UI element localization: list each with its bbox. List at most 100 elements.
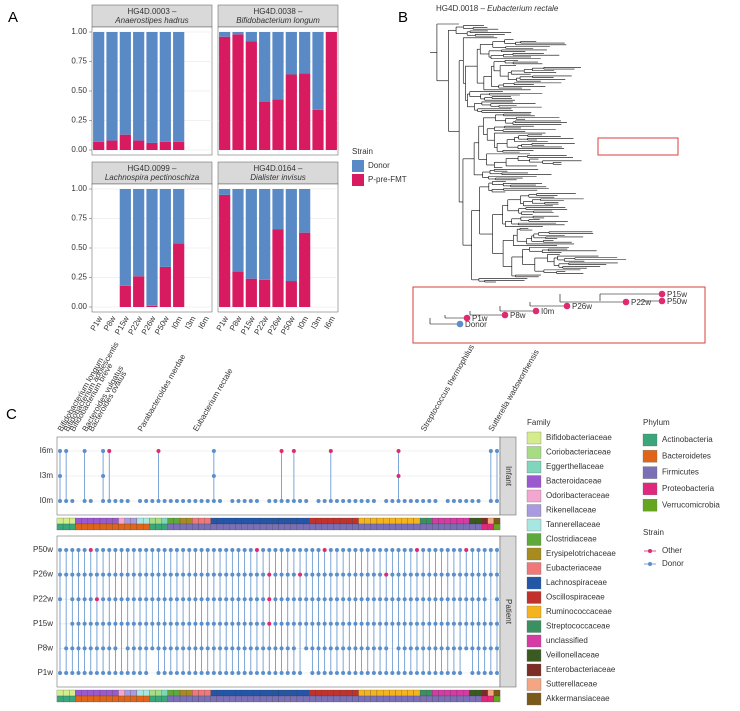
phylum-cell [413,523,421,531]
strain-dot [156,621,161,626]
strain-dot [144,499,149,503]
bar-segment [146,305,158,307]
family-cell [370,689,378,697]
phylum-cell [272,695,279,703]
phylum-cell [229,523,236,531]
strain-dot [119,597,124,602]
legend-label: Erysipelotrichaceae [546,549,616,558]
strain-dot [347,548,352,552]
strain-dot [390,621,395,626]
strain-dot [334,671,339,675]
family-cell [210,689,218,697]
strain-dot [334,548,339,552]
strain-dot [371,621,376,626]
phylum-cell [204,523,211,531]
family-cell [327,689,334,697]
strain-dot [273,597,278,602]
bar-segment [173,32,185,142]
strain-dot [205,572,210,577]
strain-dot [242,646,247,651]
strain-dot [273,548,278,552]
strain-dot [285,499,290,503]
family-cell [210,517,218,525]
strain-dot [211,499,216,503]
phylum-cell [358,523,365,531]
strain-dot [451,621,456,626]
strain-dot [384,646,389,651]
strain-dot [94,646,99,651]
legend-swatch [526,475,542,488]
phylum-cell [106,523,113,531]
strain-dot [58,499,62,503]
phylum-cell [179,523,187,531]
strain-dot [445,499,450,503]
family-cell [229,517,236,525]
strain-dot [82,671,87,675]
family-cell [56,689,64,697]
strain-dot [304,646,309,651]
strain-dot [347,499,352,503]
family-cell [253,517,261,525]
strain-dot [408,597,413,602]
strain-dot [359,621,364,626]
bar-segment [119,189,131,286]
family-cell [266,689,273,697]
strain-dot [181,499,186,503]
strain-dot [131,671,136,675]
strain-dot [414,548,419,552]
strain-dot [156,597,161,602]
bar-segment [245,32,257,42]
phylum-cell [186,523,193,531]
phylum-cell [450,523,458,531]
strain-dot [334,597,339,602]
strain-dot [328,597,333,602]
strain-dot [341,646,346,651]
strain-dot [298,621,303,626]
phylum-cell [75,523,82,531]
family-cell [278,517,285,525]
phylum-cell [241,523,248,531]
strain-dot [88,548,93,552]
strain-dot [365,572,370,577]
family-cell [303,689,310,697]
phylum-cell [327,523,334,531]
legend-swatch [526,591,542,604]
bar-segment [325,32,337,150]
tip-dot [658,297,666,305]
strain-dot [82,572,87,577]
bar-segment [299,32,311,74]
phylum-cell [296,695,304,703]
legend-swatch [526,489,542,503]
family-cell [149,689,156,697]
strain-dot [353,671,358,675]
phylum-cell [266,695,273,703]
strain-dot [279,499,284,503]
strain-dot [353,597,358,602]
strain-dot [451,548,456,552]
phylum-cell [432,523,439,531]
family-cell [315,689,322,697]
strain-dot [248,548,253,552]
phylum-cell [364,523,371,531]
legend-label: Enterobacteriaceae [546,665,616,674]
bar-segment [312,109,324,150]
family-cell [216,689,224,697]
strain-dot [396,499,401,503]
phylum-cell [198,523,205,531]
strain-dot [168,621,173,626]
family-cell [241,517,248,525]
family-cell [364,689,371,697]
family-cell [469,689,476,697]
strain-dot [181,621,186,626]
strain-dot [236,597,241,602]
x-tick-label: P1w [89,314,105,332]
strain-dot [464,646,469,651]
strain-dot [359,646,364,651]
strain-dot [390,572,395,577]
legend-label: Tannerellaceae [546,520,601,529]
family-cell [413,517,421,525]
strain-dot [371,597,376,602]
strain-dot [445,646,450,651]
legend-swatch [526,605,542,619]
strain-dot [88,646,93,651]
